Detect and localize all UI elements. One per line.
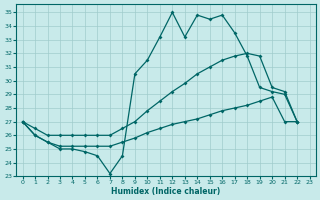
X-axis label: Humidex (Indice chaleur): Humidex (Indice chaleur) <box>111 187 221 196</box>
